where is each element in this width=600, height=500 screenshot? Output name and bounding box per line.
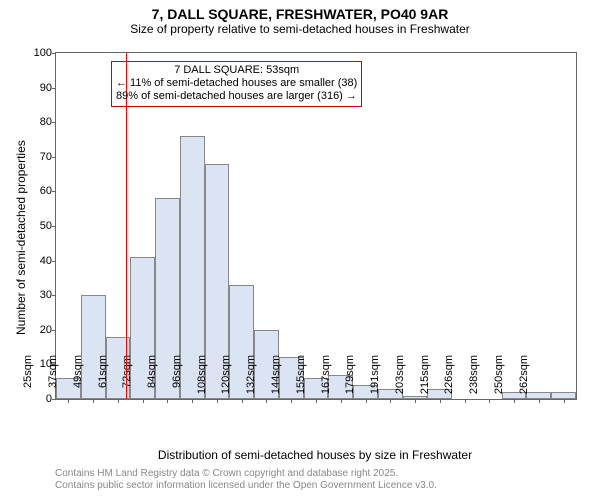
x-tick-label: 238sqm	[468, 355, 480, 405]
y-tick-mark	[52, 226, 56, 227]
x-tick-mark	[539, 399, 540, 403]
x-tick-mark	[390, 399, 391, 403]
x-tick-mark	[93, 399, 94, 403]
annotation-line: 89% of semi-detached houses are larger (…	[116, 90, 357, 103]
x-tick-label: 179sqm	[344, 355, 356, 405]
y-tick-mark	[52, 261, 56, 262]
y-tick-mark	[52, 157, 56, 158]
x-tick-label: 25sqm	[22, 355, 34, 405]
histogram-bar	[526, 392, 551, 399]
x-tick-label: 108sqm	[196, 355, 208, 405]
x-tick-mark	[242, 399, 243, 403]
x-tick-mark	[167, 399, 168, 403]
chart-title: 7, DALL SQUARE, FRESHWATER, PO40 9AR	[0, 0, 600, 22]
x-tick-mark	[440, 399, 441, 403]
plot-area: 010203040506070809010025sqm37sqm49sqm61s…	[55, 52, 577, 400]
chart-container: 7, DALL SQUARE, FRESHWATER, PO40 9AR Siz…	[0, 0, 600, 500]
x-tick-label: 250sqm	[493, 355, 505, 405]
x-tick-label: 262sqm	[518, 355, 530, 405]
x-tick-label: 203sqm	[394, 355, 406, 405]
x-tick-label: 132sqm	[245, 355, 257, 405]
x-tick-mark	[192, 399, 193, 403]
footer-line-1: Contains HM Land Registry data © Crown c…	[55, 468, 437, 480]
x-tick-label: 215sqm	[419, 355, 431, 405]
annotation-line: ← 11% of semi-detached houses are smalle…	[116, 77, 357, 90]
annotation-line: 7 DALL SQUARE: 53sqm	[116, 64, 357, 77]
x-tick-mark	[465, 399, 466, 403]
x-tick-label: 120sqm	[220, 355, 232, 405]
x-tick-mark	[415, 399, 416, 403]
y-tick-mark	[52, 88, 56, 89]
x-axis-label: Distribution of semi-detached houses by …	[55, 448, 575, 462]
x-tick-label: 144sqm	[270, 355, 282, 405]
footer-line-2: Contains public sector information licen…	[55, 480, 437, 492]
x-tick-mark	[316, 399, 317, 403]
y-tick-mark	[52, 191, 56, 192]
x-tick-label: 84sqm	[146, 355, 158, 405]
x-tick-mark	[291, 399, 292, 403]
x-tick-label: 167sqm	[320, 355, 332, 405]
x-tick-label: 61sqm	[97, 355, 109, 405]
x-tick-mark	[341, 399, 342, 403]
x-tick-mark	[143, 399, 144, 403]
y-tick-mark	[52, 330, 56, 331]
x-tick-mark	[217, 399, 218, 403]
y-tick-mark	[52, 295, 56, 296]
x-tick-mark	[266, 399, 267, 403]
y-tick-mark	[52, 53, 56, 54]
x-tick-label: 191sqm	[369, 355, 381, 405]
annotation-box: 7 DALL SQUARE: 53sqm← 11% of semi-detach…	[111, 61, 362, 107]
y-axis-label: Number of semi-detached properties	[14, 140, 28, 335]
x-tick-label: 96sqm	[171, 355, 183, 405]
x-tick-label: 155sqm	[295, 355, 307, 405]
x-tick-label: 72sqm	[121, 355, 133, 405]
x-tick-mark	[118, 399, 119, 403]
x-tick-mark	[489, 399, 490, 403]
x-tick-mark	[514, 399, 515, 403]
x-tick-label: 37sqm	[47, 355, 59, 405]
histogram-bar	[551, 392, 576, 399]
y-tick-mark	[52, 122, 56, 123]
x-tick-label: 49sqm	[72, 355, 84, 405]
chart-subtitle: Size of property relative to semi-detach…	[0, 22, 600, 36]
x-tick-mark	[366, 399, 367, 403]
x-tick-mark	[564, 399, 565, 403]
x-tick-mark	[68, 399, 69, 403]
footer-attribution: Contains HM Land Registry data © Crown c…	[55, 468, 437, 492]
x-tick-label: 226sqm	[443, 355, 455, 405]
